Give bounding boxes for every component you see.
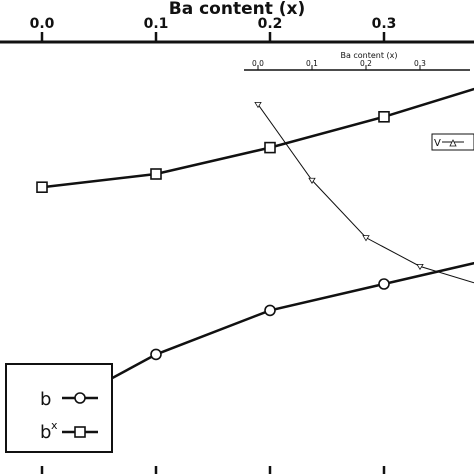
inset-point-triangle	[362, 235, 370, 242]
inset-point-triangle	[308, 177, 316, 185]
legend-label-bx: b	[40, 422, 51, 443]
inset-legend-triangle-marker	[449, 139, 457, 147]
legend-item-b: b	[40, 389, 98, 410]
inset-point-triangle	[416, 263, 424, 271]
main-x-tick-label: 0.1	[144, 16, 169, 32]
legend-circle-marker	[74, 392, 86, 404]
main-point-circle	[264, 304, 276, 317]
main-x-axis-title: Ba content (x)	[169, 0, 306, 19]
main-x-ticks: 0.0 0.1 0.2 0.3	[30, 16, 397, 474]
main-point-square	[36, 181, 48, 194]
legend-square-marker	[74, 426, 86, 438]
inset-x-tick-label: 0.3	[414, 59, 426, 68]
inset-series-layer	[254, 102, 474, 284]
main-x-tick-label: 0.0	[30, 16, 55, 32]
legend-label-bx-superscript: x	[51, 419, 58, 432]
main-x-tick-label: 0.3	[372, 16, 397, 32]
inset-legend: V	[431, 133, 474, 151]
main-point-square	[378, 110, 390, 123]
inset-x-tick-label: 0.0	[252, 59, 264, 68]
main-legend-box	[5, 363, 113, 453]
main-point-circle	[150, 348, 162, 361]
inset-x-tick-label: 0.1	[306, 59, 318, 68]
legend-label-b: b	[40, 389, 51, 410]
inset-point-triangle	[254, 102, 262, 109]
inset-x-tick-label: 0.2	[360, 59, 372, 68]
main-point-circle	[378, 278, 390, 290]
main-point-square	[264, 141, 276, 154]
inset-x-ticks: 0.0 0.1 0.2 0.3	[252, 59, 426, 70]
legend-item-bx: b x	[40, 419, 98, 443]
main-x-tick-label: 0.2	[258, 16, 283, 32]
inset-legend-label-v: V	[434, 138, 441, 149]
main-legend: b b x	[5, 363, 113, 453]
inset-plot: 0.0 0.1 0.2 0.3	[244, 59, 474, 284]
main-series-line	[41, 87, 474, 189]
inset-series-line	[257, 104, 474, 284]
inset-x-axis-title: Ba content (x)	[340, 51, 397, 60]
main-point-square	[150, 168, 162, 180]
